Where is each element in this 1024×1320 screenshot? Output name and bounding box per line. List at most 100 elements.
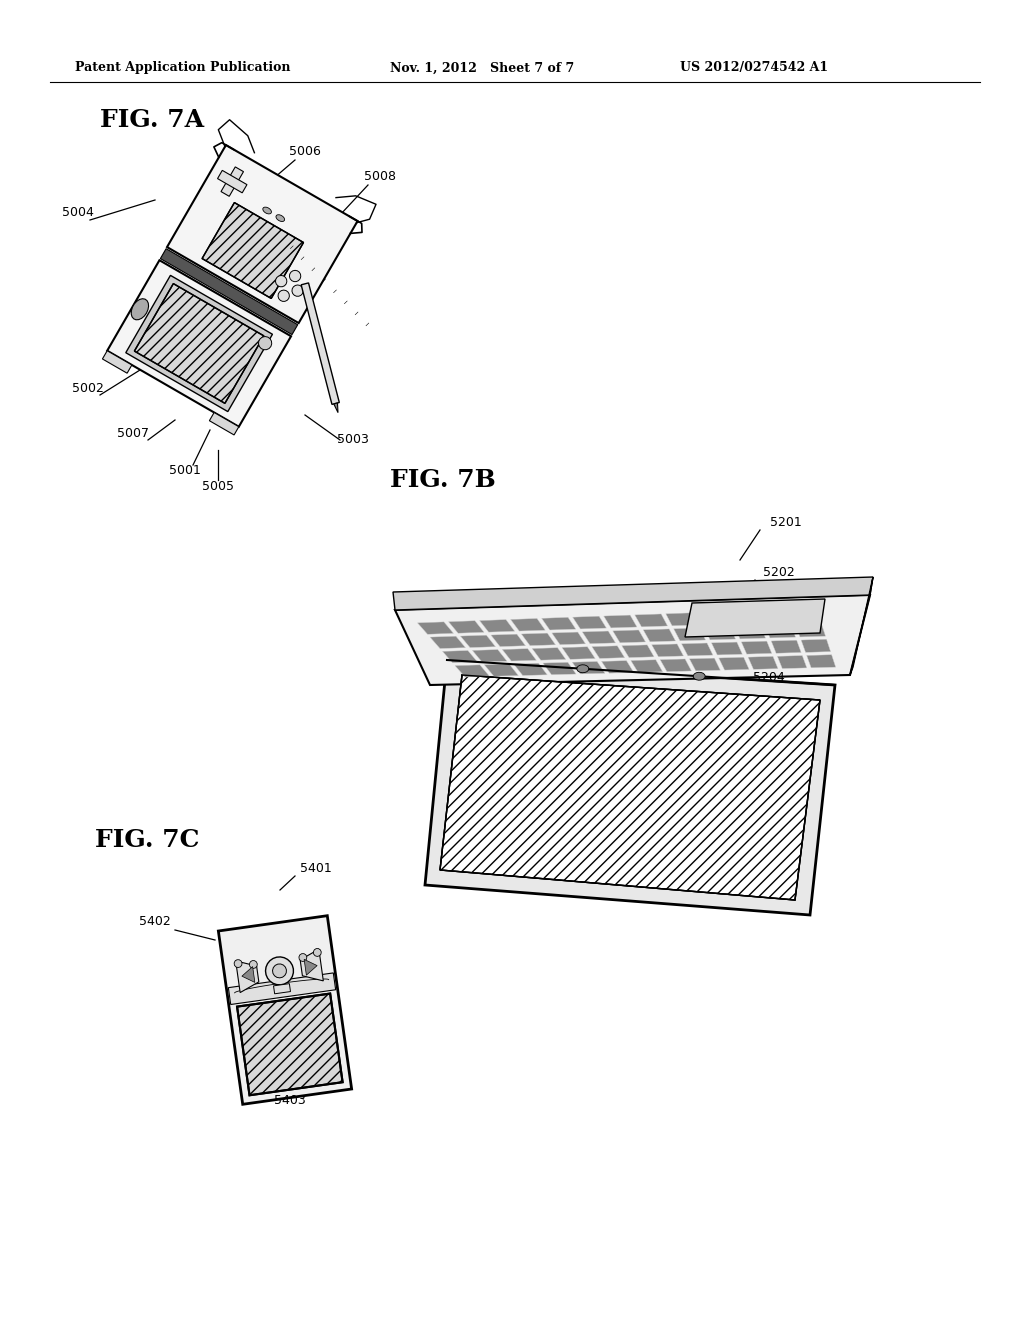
Polygon shape bbox=[217, 170, 247, 193]
Polygon shape bbox=[685, 599, 825, 638]
Polygon shape bbox=[275, 215, 285, 222]
Polygon shape bbox=[236, 961, 259, 993]
Polygon shape bbox=[622, 645, 654, 657]
Text: 5202: 5202 bbox=[763, 566, 795, 579]
Polygon shape bbox=[719, 657, 750, 671]
Polygon shape bbox=[442, 651, 477, 663]
Text: 5005: 5005 bbox=[202, 480, 234, 492]
Polygon shape bbox=[734, 626, 766, 639]
Polygon shape bbox=[472, 649, 507, 661]
Polygon shape bbox=[532, 648, 566, 660]
Polygon shape bbox=[461, 635, 496, 648]
Polygon shape bbox=[484, 664, 518, 676]
Polygon shape bbox=[425, 660, 835, 915]
Polygon shape bbox=[272, 964, 287, 978]
Polygon shape bbox=[572, 661, 605, 675]
Polygon shape bbox=[334, 403, 338, 413]
Text: Nov. 1, 2012   Sheet 7 of 7: Nov. 1, 2012 Sheet 7 of 7 bbox=[390, 62, 574, 74]
Text: FIG. 7C: FIG. 7C bbox=[95, 828, 200, 851]
Polygon shape bbox=[660, 659, 691, 672]
Polygon shape bbox=[430, 636, 466, 648]
Polygon shape bbox=[502, 648, 537, 661]
Polygon shape bbox=[697, 611, 729, 624]
Polygon shape bbox=[643, 628, 676, 642]
Polygon shape bbox=[218, 916, 351, 1105]
Polygon shape bbox=[790, 609, 820, 622]
Polygon shape bbox=[418, 622, 454, 634]
Polygon shape bbox=[682, 643, 713, 656]
Polygon shape bbox=[514, 663, 547, 676]
Text: 5002: 5002 bbox=[72, 381, 104, 395]
Polygon shape bbox=[228, 973, 336, 1005]
Text: 5203: 5203 bbox=[758, 616, 790, 630]
Polygon shape bbox=[449, 620, 484, 634]
Polygon shape bbox=[258, 337, 271, 350]
Polygon shape bbox=[234, 960, 242, 968]
Polygon shape bbox=[562, 647, 595, 659]
Polygon shape bbox=[765, 624, 796, 638]
Polygon shape bbox=[304, 960, 317, 975]
Text: 5008: 5008 bbox=[364, 170, 396, 183]
Text: 5402: 5402 bbox=[139, 915, 171, 928]
Polygon shape bbox=[801, 639, 830, 652]
Polygon shape bbox=[601, 660, 634, 673]
Text: Patent Application Publication: Patent Application Publication bbox=[75, 62, 291, 74]
Text: 5004: 5004 bbox=[62, 206, 94, 219]
Polygon shape bbox=[850, 577, 873, 675]
Polygon shape bbox=[290, 271, 301, 281]
Polygon shape bbox=[273, 983, 291, 994]
Polygon shape bbox=[313, 949, 322, 957]
Polygon shape bbox=[552, 632, 586, 644]
Polygon shape bbox=[777, 656, 807, 668]
Polygon shape bbox=[238, 994, 343, 1096]
Polygon shape bbox=[749, 656, 778, 669]
Polygon shape bbox=[263, 207, 271, 214]
Polygon shape bbox=[583, 631, 615, 644]
Polygon shape bbox=[479, 619, 515, 632]
Polygon shape bbox=[202, 202, 303, 298]
Polygon shape bbox=[250, 961, 257, 969]
Polygon shape bbox=[209, 412, 239, 436]
Text: US 2012/0274542 A1: US 2012/0274542 A1 bbox=[680, 62, 828, 74]
Polygon shape bbox=[693, 672, 706, 680]
Polygon shape bbox=[543, 663, 577, 675]
Polygon shape bbox=[666, 612, 698, 626]
Polygon shape bbox=[102, 351, 132, 374]
Polygon shape bbox=[455, 665, 489, 677]
Polygon shape bbox=[577, 665, 589, 673]
Polygon shape bbox=[161, 248, 298, 334]
Polygon shape bbox=[604, 615, 637, 628]
Polygon shape bbox=[279, 290, 290, 301]
Polygon shape bbox=[265, 957, 294, 985]
Polygon shape bbox=[511, 619, 545, 631]
Polygon shape bbox=[592, 645, 625, 659]
Polygon shape bbox=[712, 642, 742, 655]
Polygon shape bbox=[807, 655, 836, 668]
Polygon shape bbox=[275, 276, 287, 286]
Polygon shape bbox=[167, 145, 357, 323]
Polygon shape bbox=[221, 166, 244, 197]
Polygon shape bbox=[635, 614, 668, 627]
Polygon shape bbox=[705, 627, 735, 640]
Polygon shape bbox=[771, 640, 801, 653]
Polygon shape bbox=[728, 611, 759, 623]
Polygon shape bbox=[490, 634, 525, 647]
Polygon shape bbox=[126, 276, 272, 412]
Polygon shape bbox=[108, 260, 291, 426]
Text: 5403: 5403 bbox=[274, 1094, 306, 1107]
Polygon shape bbox=[631, 660, 663, 672]
Polygon shape bbox=[393, 577, 873, 610]
Polygon shape bbox=[651, 644, 683, 656]
Text: 5401: 5401 bbox=[300, 862, 332, 875]
Text: 5001: 5001 bbox=[169, 465, 201, 477]
Polygon shape bbox=[759, 610, 790, 623]
Polygon shape bbox=[440, 675, 820, 900]
Text: FIG. 7A: FIG. 7A bbox=[100, 108, 204, 132]
Polygon shape bbox=[741, 642, 772, 655]
Polygon shape bbox=[299, 953, 307, 961]
Text: 5006: 5006 bbox=[289, 145, 321, 158]
Text: FIG. 7B: FIG. 7B bbox=[390, 469, 496, 492]
Text: 5003: 5003 bbox=[337, 433, 369, 446]
Polygon shape bbox=[796, 624, 825, 638]
Polygon shape bbox=[521, 634, 555, 645]
